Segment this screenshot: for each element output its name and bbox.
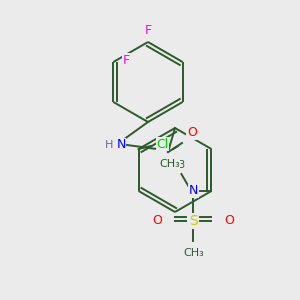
Text: CH₃: CH₃ [183, 248, 204, 258]
Text: S: S [189, 214, 198, 228]
Text: H: H [105, 140, 113, 150]
Text: CH₃: CH₃ [159, 159, 180, 169]
Text: F: F [123, 53, 130, 67]
Text: O: O [152, 214, 162, 227]
Text: O: O [224, 214, 234, 227]
Text: N: N [116, 139, 126, 152]
Text: Cl: Cl [157, 137, 169, 151]
Text: N: N [189, 184, 198, 197]
Text: CH: CH [157, 160, 173, 170]
Text: 3: 3 [178, 160, 184, 170]
Text: O: O [187, 127, 197, 140]
Text: F: F [144, 23, 152, 37]
